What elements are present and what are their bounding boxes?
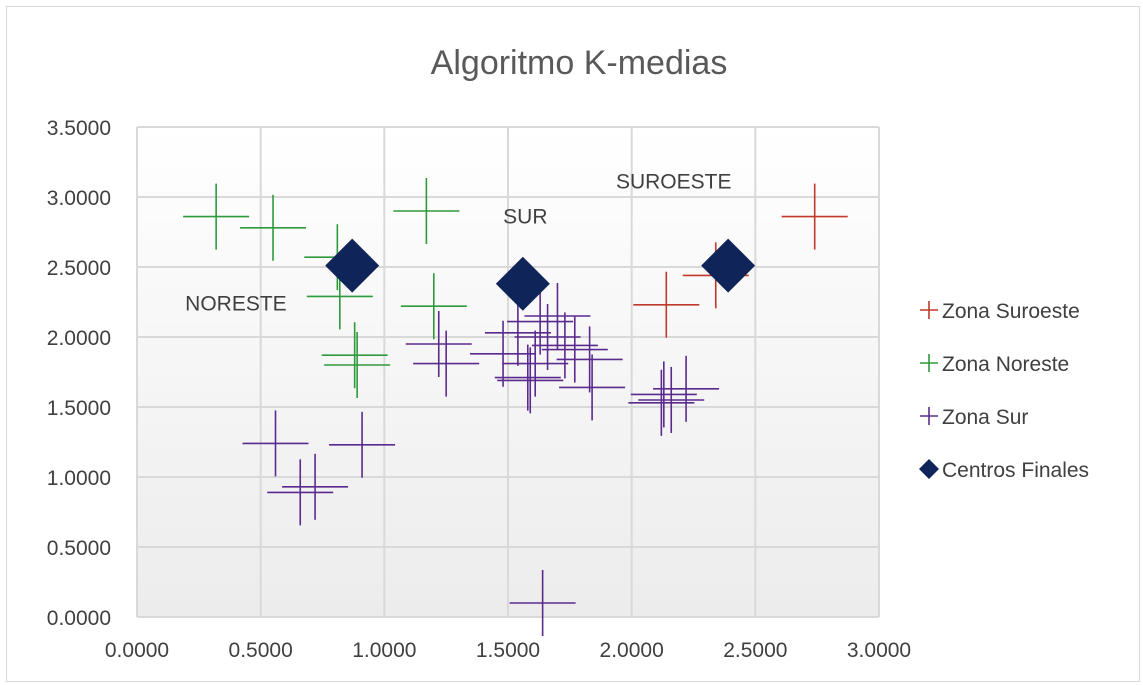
x-tick-label: 2.0000 <box>600 639 664 662</box>
data-point <box>559 354 626 421</box>
legend-marker <box>919 459 939 479</box>
legend-marker <box>920 354 938 372</box>
data-point <box>541 316 608 383</box>
data-point <box>393 178 460 244</box>
data-point <box>514 304 581 370</box>
data-point <box>556 326 623 393</box>
data-point <box>781 183 848 250</box>
centroid-marker <box>325 238 380 293</box>
data-point <box>321 322 388 389</box>
data-point <box>497 347 564 414</box>
axis-tick-labels: 0.0000 0.5000 1.0000 1.5000 2.0000 2.5000 3.00… <box>47 117 911 662</box>
series-centros-finales <box>325 238 756 311</box>
data-point <box>242 410 309 477</box>
data-point <box>524 283 591 349</box>
legend-label: Zona Sur <box>942 406 1028 429</box>
data-point <box>282 453 349 520</box>
x-tick-label: 3.0000 <box>847 639 911 662</box>
chart-svg: 0.0000 0.5000 1.0000 1.5000 2.0000 2.5000 3.00… <box>47 44 1089 662</box>
data-point <box>267 459 334 526</box>
legend-label: Zona Suroeste <box>942 300 1080 323</box>
data-point <box>628 369 695 436</box>
series-zona-sur <box>242 283 720 636</box>
legend-label: Zona Noreste <box>942 353 1069 376</box>
cluster-annotations: NORESTE SUR SUROESTE <box>185 171 731 316</box>
data-point <box>509 570 576 636</box>
data-point <box>240 194 307 261</box>
data-point <box>470 320 537 387</box>
data-point <box>638 367 705 433</box>
data-point <box>630 361 697 428</box>
annotation-label: SUR <box>503 206 547 229</box>
legend-marker <box>920 301 938 319</box>
data-point <box>183 183 250 250</box>
data-point <box>405 311 472 377</box>
y-tick-label: 3.5000 <box>47 117 111 140</box>
y-tick-label: 2.5000 <box>47 257 111 280</box>
data-point <box>324 332 391 398</box>
x-tick-label: 0.5000 <box>229 639 293 662</box>
data-point <box>413 330 480 397</box>
data-point <box>400 273 467 340</box>
legend-label: Centros Finales <box>942 459 1089 482</box>
data-point <box>633 271 700 338</box>
data-point <box>507 288 574 355</box>
data-point <box>494 344 561 411</box>
y-tick-label: 0.5000 <box>47 537 111 560</box>
y-tick-label: 3.0000 <box>47 187 111 210</box>
y-tick-label: 1.5000 <box>47 397 111 420</box>
data-point <box>531 312 598 379</box>
centroid-marker <box>495 256 550 311</box>
data-point <box>329 411 396 478</box>
x-tick-label: 0.0000 <box>105 639 169 662</box>
chart-title: Algoritmo K-medias <box>431 44 728 82</box>
y-tick-label: 0.0000 <box>47 607 111 630</box>
x-tick-label: 1.0000 <box>352 639 416 662</box>
annotation-label: NORESTE <box>185 292 287 315</box>
annotation-label: SUROESTE <box>616 171 732 194</box>
chart-frame: 0.0000 0.5000 1.0000 1.5000 2.0000 2.5000 3.00… <box>6 6 1140 682</box>
data-points <box>183 178 848 636</box>
y-tick-label: 2.0000 <box>47 327 111 350</box>
grid-lines <box>136 126 880 618</box>
centroid-marker <box>701 238 756 293</box>
x-tick-label: 2.5000 <box>723 639 787 662</box>
y-tick-label: 1.0000 <box>47 467 111 490</box>
legend: Zona Suroeste Zona Noreste Zona Sur Centros… <box>919 300 1089 482</box>
data-point <box>502 330 569 397</box>
x-tick-label: 1.5000 <box>476 639 540 662</box>
legend-marker <box>920 407 938 425</box>
